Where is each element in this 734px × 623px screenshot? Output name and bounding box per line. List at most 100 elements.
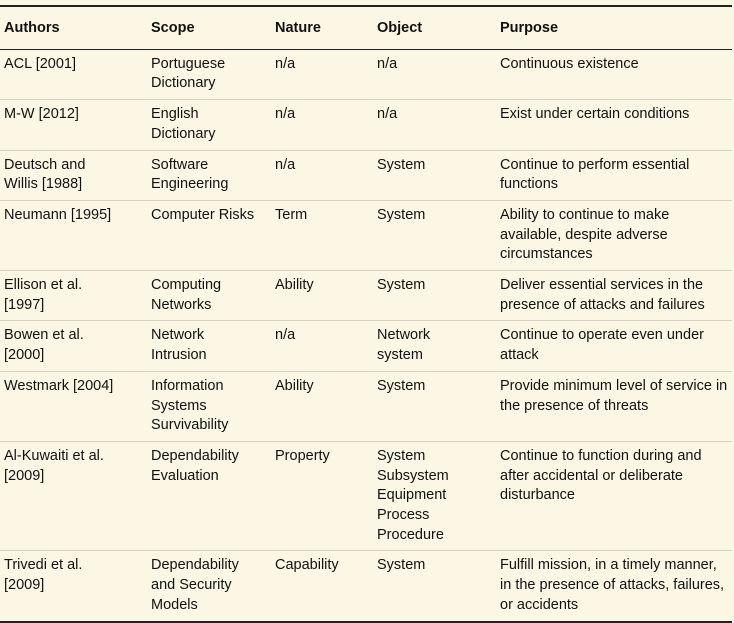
cell-text: Computing Networks — [151, 277, 222, 313]
table-cell: Deutsch and Willis [1988] — [0, 150, 147, 201]
table-cell: English Dictionary — [147, 99, 271, 151]
table-cell: Continuous existence — [496, 49, 732, 101]
table-cell: Computer Risks — [147, 200, 271, 272]
cell-text: Ability to continue to make available, d… — [500, 206, 670, 263]
table-cell: ACL [2001] — [0, 49, 147, 101]
cell-text: English Dictionary — [151, 106, 216, 142]
cell-text: System — [377, 557, 426, 574]
table-cell: Al-Kuwaiti et al. [2009] — [0, 441, 147, 552]
table-cell: n/a — [373, 49, 496, 101]
cell-text: Dependability and Security Models — [151, 557, 239, 613]
cell-text: Portuguese Dictionary — [151, 55, 226, 92]
cell-text: Ability — [275, 377, 314, 394]
cell-text: n/a — [275, 327, 296, 344]
table-cell: Ability — [271, 270, 373, 322]
cell-text: M-W [2012] — [4, 106, 79, 123]
header-row: Authors Scope Nature Object Purpose — [0, 4, 732, 50]
table-row: Neumann [1995] Computer Risks Term System Ab… — [0, 200, 732, 272]
table-cell: Network system — [373, 320, 496, 372]
table-cell: n/a — [373, 99, 496, 151]
table-cell: Dependability and Security Models — [147, 550, 271, 623]
table-cell: System Subsystem Equipment Process Proce… — [373, 441, 496, 552]
cell-text: Network Intrusion — [151, 327, 207, 364]
table-cell: n/a — [271, 99, 373, 151]
table-cell: Portuguese Dictionary — [147, 49, 271, 101]
table-cell: n/a — [271, 320, 373, 372]
table-cell: Computing Networks — [147, 270, 271, 322]
table-row: Trivedi et al. [2009] Dependability and S… — [0, 550, 732, 623]
table-cell: Neumann [1995] — [0, 200, 147, 272]
column-header: Purpose — [496, 4, 732, 50]
cell-text: Computer Risks — [151, 206, 255, 223]
table-cell: Ability to continue to make available, d… — [496, 200, 732, 272]
cell-text: Capability — [275, 557, 339, 574]
cell-text: Deliver essential services in the presen… — [500, 277, 705, 313]
cell-text: Ellison et al. [1997] — [4, 277, 83, 313]
cell-text: Continue to perform essential functions — [500, 156, 690, 193]
cell-text: Ability — [275, 277, 314, 294]
column-header: Object — [373, 4, 496, 50]
column-header: Nature — [271, 4, 373, 50]
cell-text: Trivedi et al. [2009] — [4, 557, 83, 594]
table-cell: Continue to operate even under attack — [496, 320, 732, 372]
table-cell: System — [373, 371, 496, 442]
cell-text: System — [377, 156, 426, 173]
definitions-table: Authors Scope Nature Object Purpose ACL [200… — [0, 4, 732, 623]
table-cell: M-W [2012] — [0, 99, 147, 151]
table-row: Westmark [2004] Information Systems Survi… — [0, 371, 732, 442]
cell-text: Exist under certain conditions — [500, 106, 690, 123]
cell-text: System — [377, 277, 426, 294]
table-cell: Continue to function during and after ac… — [496, 441, 732, 552]
table-cell: System — [373, 550, 496, 623]
table-cell: Provide minimum level of service in the … — [496, 371, 732, 442]
table-cell: System — [373, 200, 496, 272]
cell-text: Continuous existence — [500, 55, 639, 72]
table-row: Bowen et al. [2000] Network Intrusion n/a N… — [0, 320, 732, 372]
cell-text: Bowen et al. [2000] — [4, 327, 84, 364]
cell-text: n/a — [377, 106, 398, 123]
table-cell: Ability — [271, 371, 373, 442]
cell-text: Dependability Evaluation — [151, 447, 239, 484]
table-cell: Property — [271, 441, 373, 552]
table-row: Al-Kuwaiti et al. [2009] Dependability Ev… — [0, 441, 732, 552]
cell-text: Al-Kuwaiti et al. [2009] — [4, 447, 104, 484]
cell-text: Westmark [2004] — [4, 377, 114, 394]
cell-text: Continue to operate even under attack — [500, 327, 704, 364]
table-row: Deutsch and Willis [1988] Software Engine… — [0, 150, 732, 201]
cell-text: Information Systems Survivability — [151, 377, 229, 434]
cell-text: n/a — [377, 55, 398, 72]
table-cell: Exist under certain conditions — [496, 99, 732, 151]
cell-text: Provide minimum level of service in the … — [500, 377, 728, 414]
cell-text: System — [377, 377, 426, 394]
cell-text: Deutsch and Willis [1988] — [4, 156, 86, 193]
cell-text: Software Engineering — [151, 156, 229, 193]
column-header: Authors — [0, 4, 147, 50]
table-cell: Information Systems Survivability — [147, 371, 271, 442]
cell-text: Property — [275, 447, 330, 464]
table-cell: Network Intrusion — [147, 320, 271, 372]
table-cell: Fulfill mission, in a timely manner, in … — [496, 550, 732, 623]
table-cell: System — [373, 270, 496, 322]
table-row: M-W [2012] English Dictionary n/a n/a Exist … — [0, 99, 732, 151]
table-cell: Trivedi et al. [2009] — [0, 550, 147, 623]
table-cell: Term — [271, 200, 373, 272]
table-cell: Capability — [271, 550, 373, 623]
cell-text: n/a — [275, 106, 296, 123]
cell-text: n/a — [275, 156, 296, 173]
cell-text: System Subsystem Equipment Process Proce… — [377, 447, 449, 543]
cell-text: System — [377, 206, 426, 223]
table-cell: Dependability Evaluation — [147, 441, 271, 552]
table-cell: n/a — [271, 49, 373, 101]
table-cell: n/a — [271, 150, 373, 201]
table-cell: Westmark [2004] — [0, 371, 147, 442]
cell-text: Neumann [1995] — [4, 206, 112, 223]
cell-text: ACL [2001] — [4, 55, 77, 72]
cell-text: n/a — [275, 55, 296, 72]
table-cell: Bowen et al. [2000] — [0, 320, 147, 372]
column-header: Scope — [147, 4, 271, 50]
table-cell: Deliver essential services in the presen… — [496, 270, 732, 322]
cell-text: Fulfill mission, in a timely manner, in … — [500, 557, 725, 613]
table-cell: Software Engineering — [147, 150, 271, 201]
table-cell: Continue to perform essential functions — [496, 150, 732, 201]
